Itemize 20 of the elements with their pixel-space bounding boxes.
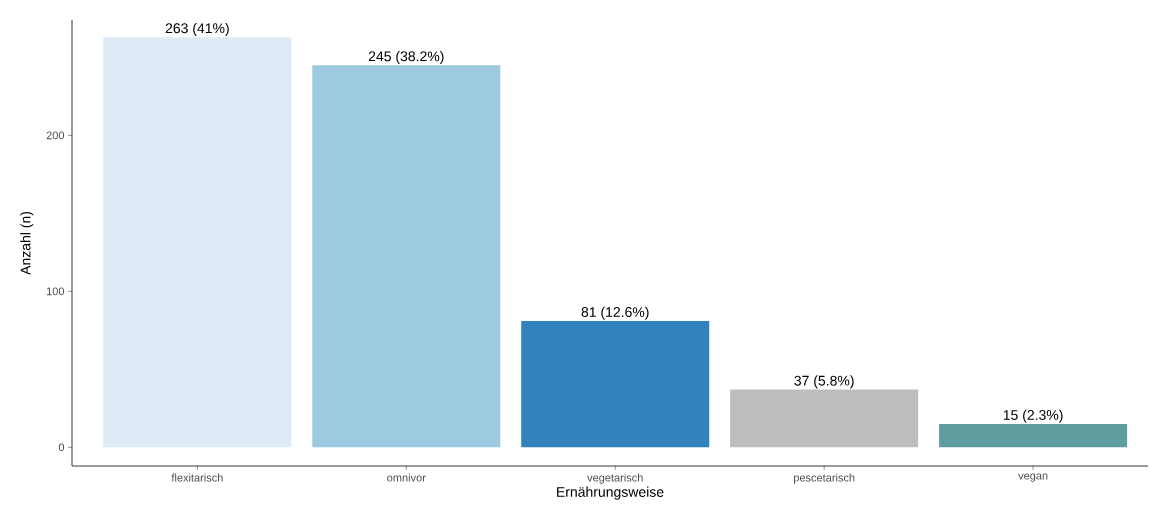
- data-label: 81 (12.6%): [581, 306, 649, 320]
- data-label: 15 (2.3%): [1003, 409, 1063, 423]
- x-tick-label: vegan: [1018, 473, 1048, 482]
- bar: [521, 320, 710, 448]
- y-tick-label: 200: [46, 131, 65, 140]
- bar: [730, 389, 919, 448]
- x-tick-label: vegetarisch: [587, 473, 643, 484]
- y-tick-label: 0: [58, 443, 65, 452]
- data-label: 245 (38.2%): [368, 50, 444, 65]
- bar: [312, 65, 501, 448]
- data-label: 37 (5.8%): [794, 375, 854, 389]
- data-label: 263 (41%): [165, 22, 229, 36]
- x-tick-label: pescetarisch: [794, 473, 855, 484]
- bar: [939, 423, 1128, 448]
- bar: [103, 37, 292, 448]
- x-tick-label: omnivor: [387, 473, 426, 482]
- x-tick-label: flexitarisch: [171, 473, 223, 482]
- x-axis-title: Ernährungsweise: [557, 486, 664, 500]
- y-tick-label: 100: [46, 287, 65, 296]
- y-axis-title: Anzahl (n): [20, 211, 34, 275]
